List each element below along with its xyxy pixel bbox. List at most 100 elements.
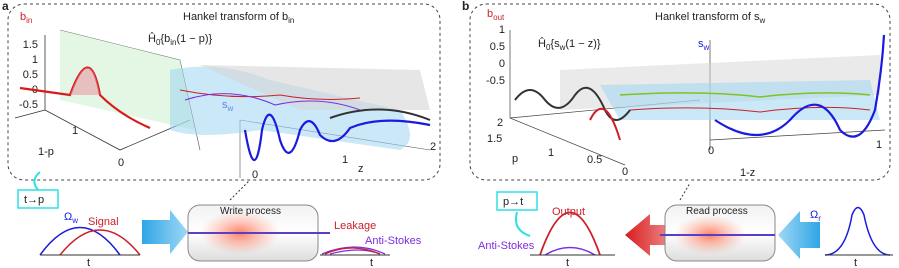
y-tick-label: -0.5 — [19, 99, 38, 111]
y-tick-label: 0 — [499, 58, 505, 70]
text-part: b — [20, 11, 26, 23]
curve — [329, 108, 431, 121]
subscript: 0 — [156, 38, 161, 47]
time-label: t — [87, 257, 90, 268]
curve-fill — [70, 67, 100, 95]
z-tick: 0 — [708, 145, 714, 157]
p-tick: 1 — [548, 147, 554, 159]
transform-label: t→p — [24, 194, 44, 206]
pulse — [324, 247, 381, 255]
p-tick: 0 — [118, 157, 124, 169]
text-part: b — [487, 8, 493, 20]
z-tick: 1 — [876, 139, 882, 151]
plot-title: Hankel transform of sw — [655, 11, 766, 25]
output-arrow — [625, 214, 680, 256]
text-part: {s — [550, 38, 560, 50]
time-label: t — [370, 257, 373, 268]
arrow — [33, 171, 41, 191]
z-tick: 1 — [342, 154, 348, 166]
y-ticks: 1.510.50-0.5 — [19, 39, 38, 111]
subscript: w — [703, 43, 710, 52]
panel-a: a bin Hankel transform of bin Ĥ0{bin(1 −… — [2, 0, 441, 268]
arrow — [514, 211, 531, 237]
time-label: t — [854, 257, 857, 268]
connector — [229, 179, 251, 201]
y-tick-label: -0.5 — [486, 75, 505, 87]
curve — [629, 106, 871, 113]
z-axis-label: z — [358, 163, 364, 175]
y-tick-label: 1 — [32, 54, 38, 66]
text-part: (1 − p)} — [176, 33, 212, 45]
p-axis-label: 1-p — [38, 146, 54, 158]
pulse — [59, 229, 141, 256]
text-part: Ĥ — [538, 37, 546, 50]
plot-title: Hankel transform of bin — [183, 11, 294, 25]
y-tick-label: 0.5 — [23, 69, 38, 81]
y-axis-label: bout — [487, 8, 505, 22]
subscript: r — [818, 214, 821, 223]
anti-stokes-label: Anti-Stokes — [478, 240, 535, 252]
panel-frame — [7, 3, 441, 181]
subscript: 0 — [546, 43, 551, 52]
process-label: Write process — [220, 206, 281, 217]
leakage-label: Leakage — [334, 220, 376, 232]
subscript: in — [26, 16, 32, 25]
pulse — [544, 246, 596, 256]
text-part: Hankel transform of b — [183, 11, 288, 23]
curve — [589, 107, 621, 141]
y-ticks: 1 0.5 0 -0.5 — [486, 24, 505, 87]
process-label: Read process — [686, 206, 748, 217]
y-tick-label: 0.5 — [490, 41, 505, 53]
panel-frame — [469, 3, 891, 181]
panel-letter: b — [462, 0, 469, 13]
text-part: Ĥ — [148, 32, 156, 45]
title-text: Hankel transform of s — [655, 11, 760, 23]
y-axis-label: bin — [20, 11, 32, 25]
y-tick-label: 1.5 — [23, 39, 38, 51]
text-part: {b — [160, 33, 170, 45]
text-part: (1 − z)} — [565, 38, 600, 50]
hankel-label: Ĥ0{sw(1 − z)} — [538, 37, 601, 52]
subscript: w — [71, 216, 78, 225]
surface — [600, 80, 880, 120]
signal-label: Signal — [88, 216, 119, 228]
control-label: Ωr — [810, 209, 821, 223]
time-label: t — [566, 257, 569, 268]
surface — [200, 65, 430, 110]
subscript: w — [559, 43, 566, 52]
panel-letter: a — [2, 0, 9, 13]
p-tick: 2 — [497, 117, 503, 129]
anti-stokes-label: Anti-Stokes — [365, 235, 422, 247]
curve — [619, 92, 871, 98]
p-axis-label: p — [512, 153, 518, 165]
control-label: Ωw — [64, 211, 78, 225]
curve — [243, 113, 431, 162]
curve — [714, 34, 886, 138]
y-tick-label: 1 — [499, 24, 505, 36]
text-part: Ω — [64, 211, 72, 223]
p-tick: 0.5 — [587, 154, 602, 166]
hankel-label: Ĥ0{bin(1 − p)} — [148, 32, 213, 47]
connector — [679, 182, 691, 201]
sw-label: sw — [698, 38, 710, 52]
text-part: s — [698, 38, 704, 50]
p-tick: 0 — [622, 166, 628, 178]
text-part: Ω — [810, 209, 818, 221]
output-label: Output — [552, 206, 585, 218]
axis-lines — [14, 35, 191, 151]
z-axis-label: 1-z — [740, 167, 755, 179]
z-tick: 2 — [430, 141, 436, 153]
panel-b: b bout Hankel transform of sw Ĥ0{sw(1 − … — [462, 0, 893, 268]
subscript: out — [493, 13, 505, 22]
input-arrow — [778, 211, 820, 259]
transform-label: p→t — [503, 196, 523, 208]
p-tick: 1.5 — [487, 133, 502, 145]
pulse — [39, 226, 121, 256]
title-sub: w — [759, 16, 766, 25]
pulse — [539, 211, 601, 256]
pulse — [824, 206, 891, 256]
subscript: in — [288, 16, 294, 25]
transform-box — [496, 191, 538, 211]
subscript: in — [170, 38, 176, 47]
